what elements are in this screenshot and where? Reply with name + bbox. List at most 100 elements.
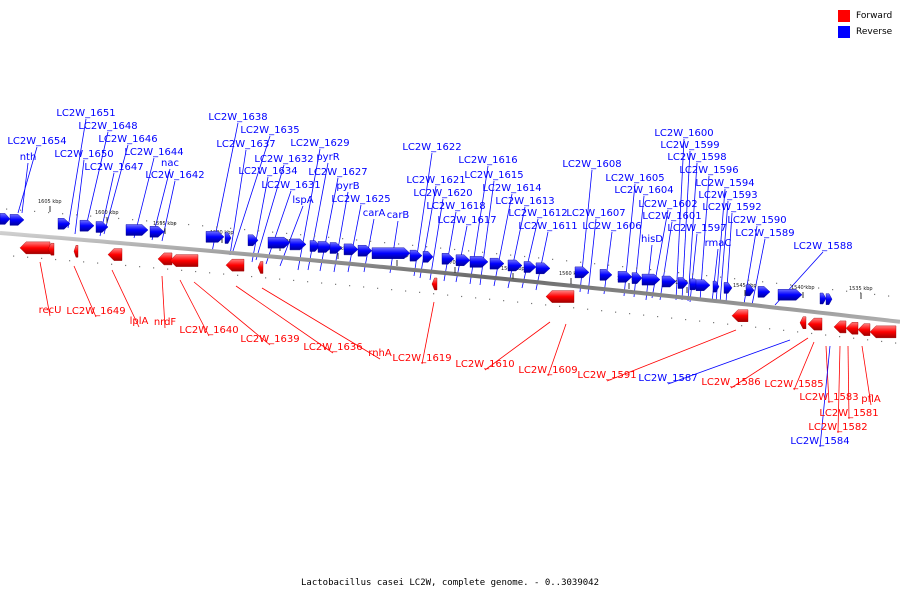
reverse-strand-dot	[216, 226, 218, 228]
forward-strand-dot	[153, 267, 155, 269]
reverse-gene-arrow	[631, 272, 643, 284]
reverse-gene-label: LC2W_1596	[679, 165, 738, 176]
reverse-strand-dot	[104, 216, 106, 218]
reverse-strand-dot	[6, 208, 8, 210]
reverse-gene-arrow	[819, 292, 827, 305]
reverse-gene-label: LC2W_1593	[698, 190, 757, 201]
forward-strand-dot	[55, 258, 57, 261]
reverse-strand-dot	[860, 292, 862, 294]
reverse-gene-arrow	[712, 280, 720, 293]
forward-gene-label: lplA	[130, 316, 149, 327]
forward-strand-dot	[489, 298, 491, 300]
forward-strand-dot	[657, 316, 659, 318]
forward-strand-dot	[881, 340, 883, 343]
reverse-strand-dot	[300, 234, 302, 236]
reverse-strand-dot	[468, 250, 470, 252]
forward-gene-arrow	[225, 258, 245, 272]
reverse-gene-arrow	[343, 243, 359, 256]
reverse-strand-dot	[650, 269, 652, 271]
reverse-gene-arrow	[79, 220, 95, 232]
forward-gene-label: LC2W_1583	[799, 392, 858, 403]
reverse-gene-arrow	[695, 279, 711, 291]
reverse-gene-arrow	[441, 253, 455, 265]
forward-gene-label-leader	[261, 287, 381, 360]
reverse-gene-label: LC2W_1646	[98, 134, 157, 145]
reverse-gene-arrow	[745, 284, 755, 297]
reverse-strand-dot	[370, 240, 372, 242]
reverse-strand-dot	[566, 260, 568, 262]
reverse-gene-arrow	[677, 277, 689, 289]
reverse-strand-dot	[132, 219, 134, 221]
legend-forward: Forward	[838, 10, 892, 22]
reverse-gene-label-leader	[211, 122, 239, 253]
reverse-gene-label-leader	[587, 218, 597, 295]
forward-strand-dot	[41, 257, 43, 259]
genome-backbone	[0, 208, 900, 344]
genome-caption: Lactobacillus casei LC2W, complete genom…	[300, 578, 599, 588]
reverse-gene-label: LC2W_1597	[667, 223, 726, 234]
reverse-gene-label-leader	[687, 162, 698, 302]
reverse-gene-label: carA	[363, 208, 386, 219]
forward-strand-dot	[811, 332, 813, 335]
forward-gene-label-leader	[484, 321, 551, 371]
reverse-gene-arrow	[409, 249, 423, 262]
forward-gene-label-leader	[39, 261, 51, 317]
reverse-strand-dot	[76, 214, 78, 216]
reverse-strand-dot	[762, 281, 764, 283]
forward-strand-dot	[769, 328, 771, 330]
forward-gene-arrow	[257, 261, 264, 274]
forward-gene-label: LC2W_1582	[808, 422, 867, 433]
reverse-gene-label-leader	[17, 146, 38, 214]
reverse-gene-label-leader	[681, 150, 691, 301]
forward-strand-dot	[461, 295, 463, 298]
reverse-strand-dot	[286, 232, 288, 235]
reverse-strand-dot	[244, 228, 246, 231]
forward-gene-label-leader	[111, 269, 140, 328]
forward-gene-label: LC2W_1639	[240, 334, 299, 345]
reverse-gene-arrow	[149, 226, 165, 238]
forward-gene-label: pflA	[861, 394, 881, 405]
forward-strand-dot	[839, 336, 841, 338]
forward-strand-dot	[279, 278, 281, 280]
reverse-gene-arrow	[535, 262, 551, 275]
reverse-strand-dot	[356, 239, 358, 241]
reverse-gene-label: LC2W_1594	[695, 178, 754, 189]
forward-gene-label-leader	[847, 345, 850, 420]
reverse-gene-label-leader	[84, 131, 109, 232]
reverse-strand-dot	[328, 236, 330, 238]
reverse-gene-arrow	[507, 259, 523, 272]
reverse-strand-dot	[636, 267, 638, 269]
reverse-gene-label: pyrR	[316, 152, 339, 163]
reverse-gene-label-leader	[307, 162, 329, 271]
reverse-gene-label: LC2W_1629	[290, 138, 349, 149]
forward-strand-dot	[69, 260, 71, 262]
forward-strand-dot	[699, 320, 701, 322]
forward-gene-label-leader	[547, 323, 567, 377]
forward-strand-dot	[13, 255, 15, 257]
reverse-gene-label: LC2W_1615	[464, 170, 523, 181]
legend-forward-label: Forward	[856, 11, 893, 21]
reverse-gene-label: rmaC	[705, 238, 732, 249]
forward-strand-dot	[559, 305, 561, 307]
reverse-gene-label-leader	[363, 218, 375, 273]
forward-strand-dot	[321, 282, 323, 284]
reverse-gene-label: LC2W_1631	[261, 180, 320, 191]
forward-gene-label: nrdF	[154, 317, 177, 328]
reverse-strand-dot	[608, 264, 610, 266]
forward-strand-dot	[237, 274, 239, 276]
forward-strand-dot	[447, 294, 449, 296]
forward-gene-label: LC2W_1586	[701, 377, 760, 388]
reverse-strand-dot	[482, 251, 484, 253]
reverse-gene-arrow	[267, 236, 291, 249]
reverse-gene-label-leader	[319, 177, 339, 272]
reverse-strand-dot	[384, 242, 386, 244]
forward-gene-label-leader	[606, 329, 737, 382]
reverse-gene-label: LC2W_1637	[216, 139, 275, 150]
reverse-strand-dot	[440, 247, 442, 249]
forward-gene-label-blue-leader	[819, 345, 831, 448]
reverse-strand-dot	[160, 221, 162, 223]
reverse-strand-dot	[426, 246, 428, 248]
forward-strand-dot	[895, 342, 897, 344]
reverse-strand-dot	[314, 235, 316, 237]
reverse-gene-label: carB	[387, 210, 410, 221]
